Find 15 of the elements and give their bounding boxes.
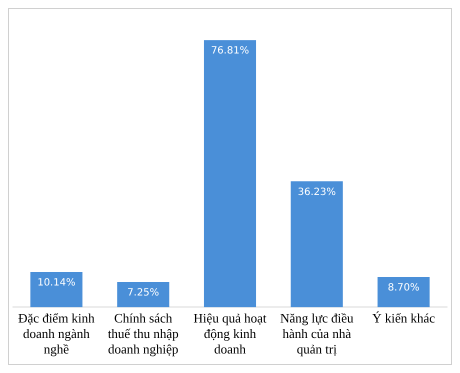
- x-tick-label: Ý kiến khác: [372, 310, 436, 326]
- data-label: 36.23%: [298, 186, 336, 198]
- data-label: 10.14%: [37, 278, 76, 289]
- data-label: 8.70%: [388, 282, 420, 294]
- bar: [30, 272, 82, 308]
- data-label: 7.25%: [127, 288, 160, 299]
- bar: [290, 181, 343, 308]
- x-tick-label: Năng lực điều hành của nhà quản trị: [280, 310, 354, 357]
- bar: [204, 40, 256, 308]
- x-tick-label: Đặc điểm kinh doanh ngành nghề: [18, 310, 96, 357]
- x-tick-label: Chính sách thuế thu nhập doanh nghiệp: [108, 310, 179, 357]
- data-label: 76.81%: [210, 46, 250, 57]
- x-tick-label: Hiệu quả hoạt động kinh doanh: [194, 310, 267, 357]
- bar: [117, 282, 170, 308]
- bar: [378, 276, 430, 308]
